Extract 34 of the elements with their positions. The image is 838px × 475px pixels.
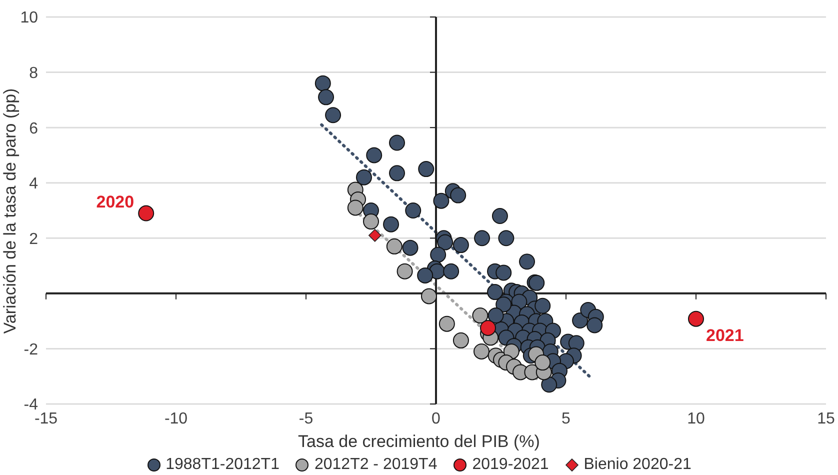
x-axis-title: Tasa de crecimiento del PIB (%) xyxy=(297,432,541,452)
x-tick-label: 0 xyxy=(432,410,441,428)
x-tick-label: 5 xyxy=(562,410,571,428)
point xyxy=(534,354,551,371)
y-tick-label: 8 xyxy=(29,64,38,82)
point xyxy=(386,238,402,254)
point xyxy=(396,263,413,280)
x-tick-label: -10 xyxy=(164,410,188,428)
y-tick-label: 6 xyxy=(29,120,38,138)
point xyxy=(452,332,469,348)
y-tick-label: -2 xyxy=(24,341,38,358)
point xyxy=(363,214,379,230)
point xyxy=(368,228,382,242)
annotation: 2021 xyxy=(706,326,744,345)
x-tick-label: 15 xyxy=(817,410,835,428)
y-tick-label: 2 xyxy=(29,230,38,248)
point xyxy=(420,288,437,304)
point xyxy=(688,310,704,327)
legend-label: Bienio 2020-21 xyxy=(582,456,692,474)
point xyxy=(138,205,154,222)
point xyxy=(438,316,455,332)
point xyxy=(472,308,488,324)
legend-label: 2012T2 - 2019T4 xyxy=(313,456,438,474)
y-tick-label: 10 xyxy=(20,10,38,27)
annotation: 2020 xyxy=(96,192,134,212)
point xyxy=(347,200,364,216)
y-axis-title: Variación de la tasa de paro (pp) xyxy=(1,88,21,334)
point xyxy=(480,320,496,336)
y-tick-label: 4 xyxy=(29,176,38,193)
legend-label: 1988T1-2012T1 xyxy=(164,456,280,474)
x-tick-label: 10 xyxy=(687,410,705,428)
legend-label: 2019-2021 xyxy=(471,456,549,474)
x-tick-label: -5 xyxy=(298,410,314,428)
point xyxy=(474,343,490,360)
